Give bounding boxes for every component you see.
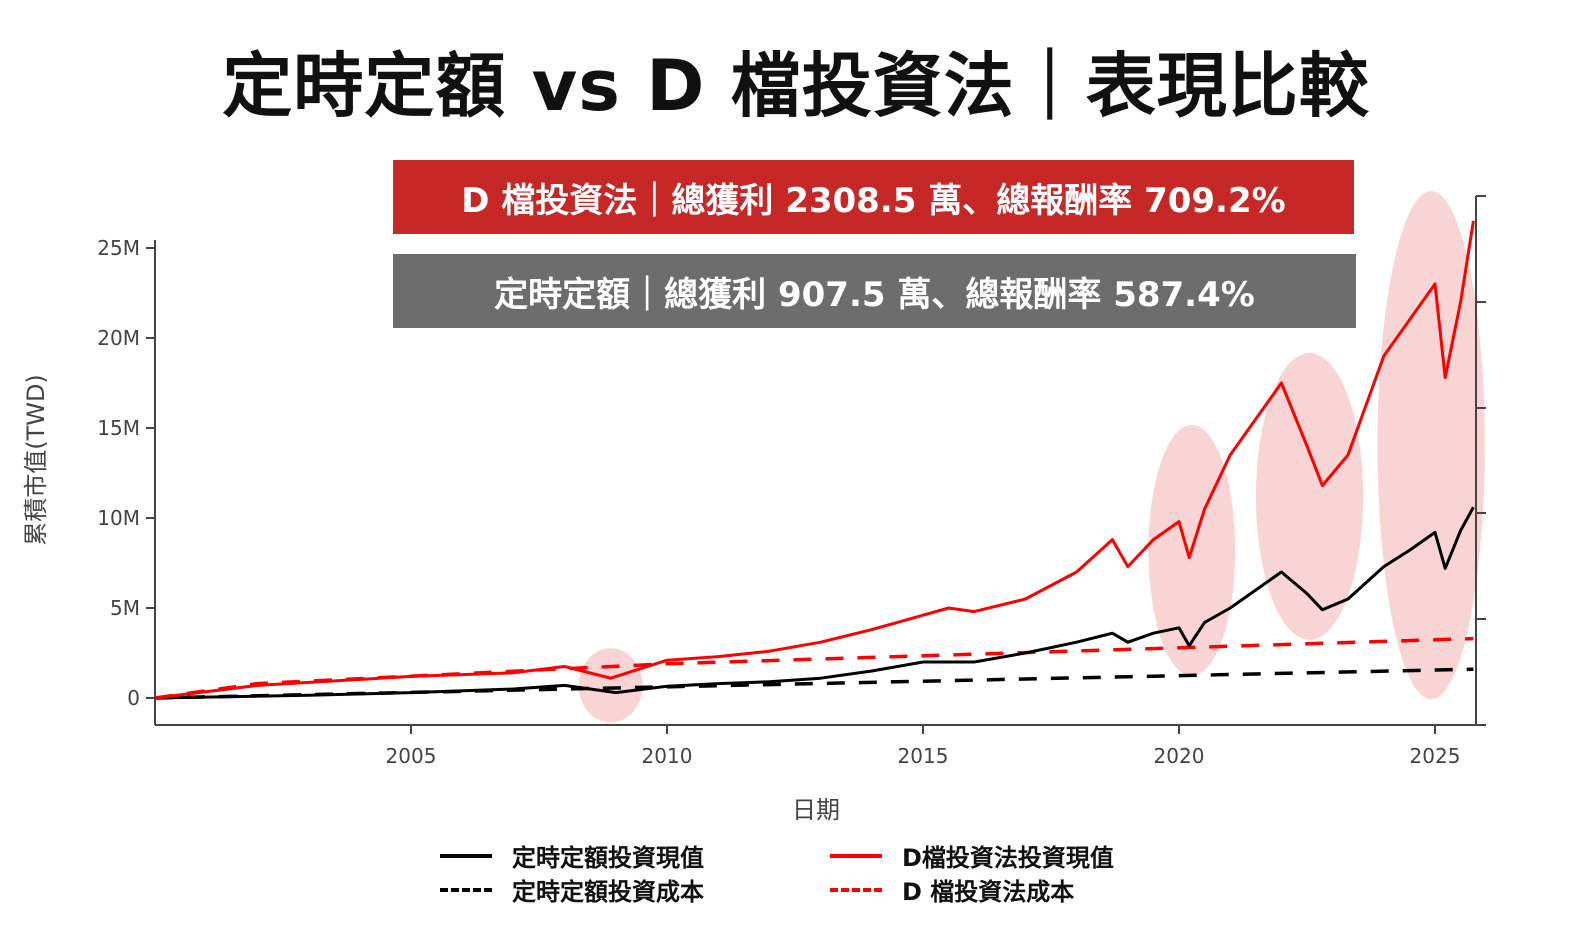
series-line-d-cost <box>154 636 1474 700</box>
x-tick-label: 2020 <box>1154 744 1205 768</box>
legend-label: D檔投資法投資現值 <box>902 844 1114 872</box>
series-line-dca-value <box>154 506 1475 700</box>
y-axis-title: 累積市值(TWD) <box>22 374 50 546</box>
d-method-summary-banner: D 檔投資法｜總獲利 2308.5 萬、總報酬率 709.2% <box>393 160 1354 234</box>
highlight-ellipse <box>578 648 643 723</box>
y-tick-label: 20M <box>97 326 140 350</box>
dca-summary-banner: 定時定額｜總獲利 907.5 萬、總報酬率 587.4% <box>393 254 1356 328</box>
y-tick-label: 15M <box>97 416 140 440</box>
x-tick-label: 2025 <box>1410 744 1461 768</box>
x-tick-label: 2005 <box>386 744 437 768</box>
y-tick-label: 25M <box>97 236 140 260</box>
highlight-ellipse <box>1255 353 1364 640</box>
legend-item-dca-cost: 定時定額投資成本 <box>440 872 704 907</box>
highlight-ellipse <box>1377 191 1485 700</box>
series-line-dca-cost <box>154 667 1474 700</box>
legend-item-d-cost: D 檔投資法成本 <box>830 872 1074 907</box>
x-tick-label: 2010 <box>642 744 693 768</box>
series-line-d-value <box>154 220 1475 700</box>
y-tick-label: 10M <box>97 506 140 530</box>
legend-label: 定時定額投資現值 <box>512 844 704 872</box>
x-tick-label: 2015 <box>898 744 949 768</box>
legend-label: 定時定額投資成本 <box>512 878 704 906</box>
y-tick-label: 0 <box>127 686 140 710</box>
page-title: 定時定額 vs D 檔投資法｜表現比較 <box>222 45 1370 127</box>
legend-item-dca-value: 定時定額投資現值 <box>440 838 704 873</box>
x-axis-title: 日期 <box>792 796 840 824</box>
legend-label: D 檔投資法成本 <box>902 878 1075 906</box>
legend-item-d-value: D檔投資法投資現值 <box>830 838 1114 873</box>
y-tick-label: 5M <box>110 596 140 620</box>
